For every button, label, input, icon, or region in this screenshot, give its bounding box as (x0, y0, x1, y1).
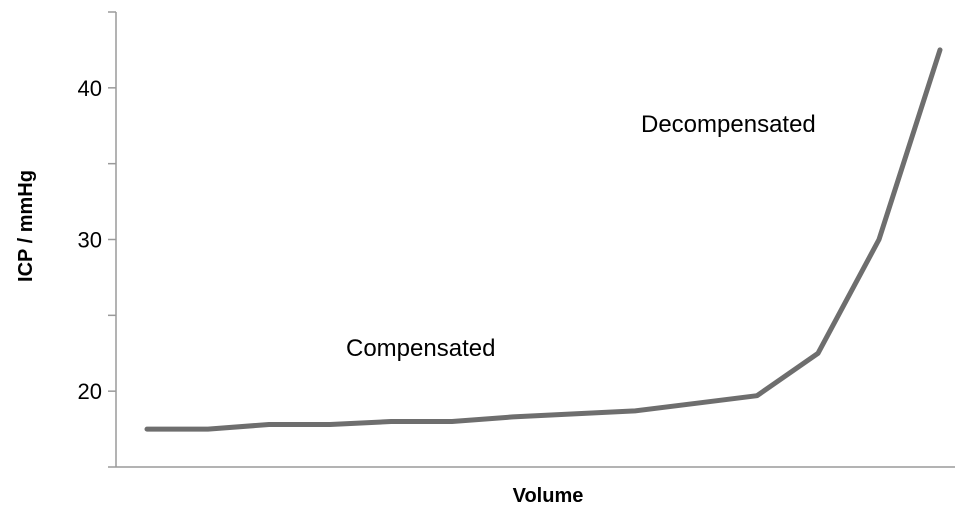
y-tick-label: 40 (78, 76, 102, 101)
y-tick-label: 20 (78, 379, 102, 404)
decompensated-annotation: Decompensated (641, 111, 816, 138)
y-axis-ticks (108, 11, 116, 468)
x-axis-title: Volume (513, 485, 584, 507)
y-tick-label: 30 (78, 228, 102, 253)
y-axis-tick-labels: 20 30 40 (78, 76, 102, 404)
y-axis-title: ICP / mmHg (15, 170, 37, 282)
icp-series-line (144, 47, 943, 432)
compensated-annotation: Compensated (346, 335, 495, 362)
